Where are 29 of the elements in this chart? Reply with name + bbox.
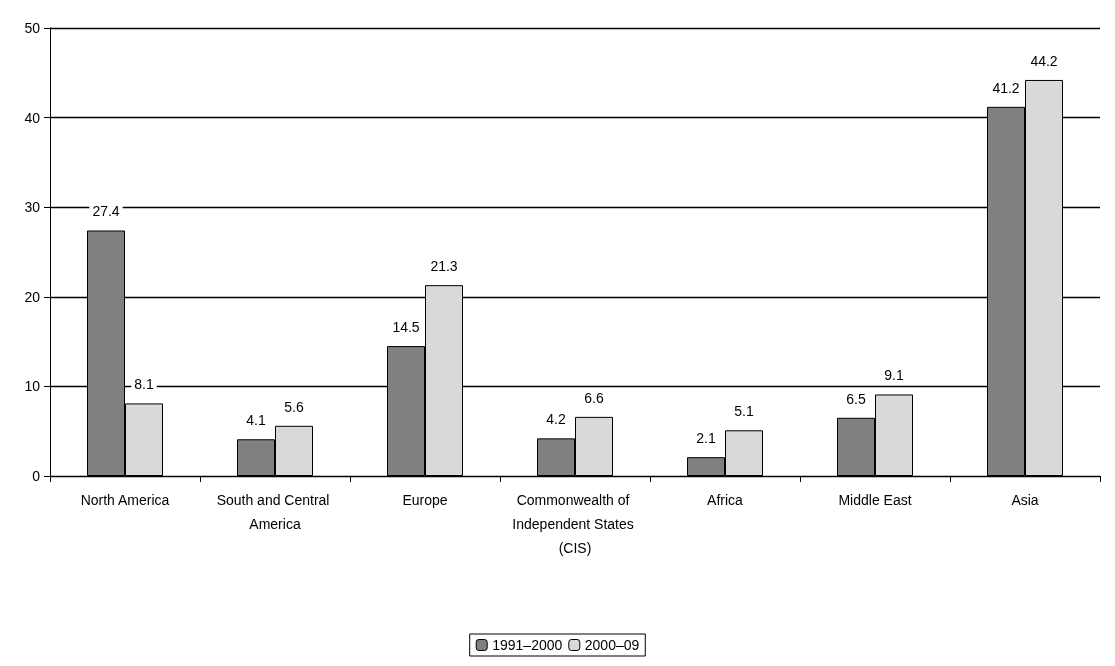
x-tick-label: North America [80, 492, 170, 508]
data-label: 44.2 [1030, 52, 1058, 69]
data-label: 2.1 [696, 430, 716, 447]
y-tick-label: 20 [24, 288, 41, 305]
legend-label: 1991–2000 [492, 637, 563, 653]
data-label: 5.6 [284, 398, 304, 415]
data-label: 41.2 [992, 79, 1020, 96]
data-label: 21.3 [430, 258, 458, 275]
data-label: 8.1 [134, 376, 154, 393]
data-label: 6.6 [584, 389, 604, 406]
x-tick-label: Europe [402, 492, 448, 508]
x-tick-label: Commonwealth of Independent States (CIS) [512, 492, 638, 556]
data-label: 4.2 [546, 411, 566, 428]
data-label: 6.5 [846, 390, 866, 407]
data-label: 5.1 [734, 403, 754, 420]
data-label: 14.5 [392, 319, 420, 336]
y-tick-label: 10 [24, 378, 41, 395]
data-label: 4.1 [246, 412, 266, 429]
x-tick-label: Africa [707, 492, 744, 508]
x-tick-label: Asia [1011, 492, 1039, 508]
legend-label: 2000–09 [584, 637, 640, 653]
y-tick-label: 0 [32, 468, 41, 484]
x-tick-label: Middle East [838, 492, 912, 508]
data-label: 27.4 [92, 203, 120, 220]
x-tick-label: South and Central America [216, 492, 334, 532]
y-tick-label: 50 [24, 20, 41, 36]
y-tick-label: 40 [24, 109, 41, 126]
y-tick-label: 30 [24, 199, 41, 216]
data-label: 9.1 [884, 367, 904, 384]
